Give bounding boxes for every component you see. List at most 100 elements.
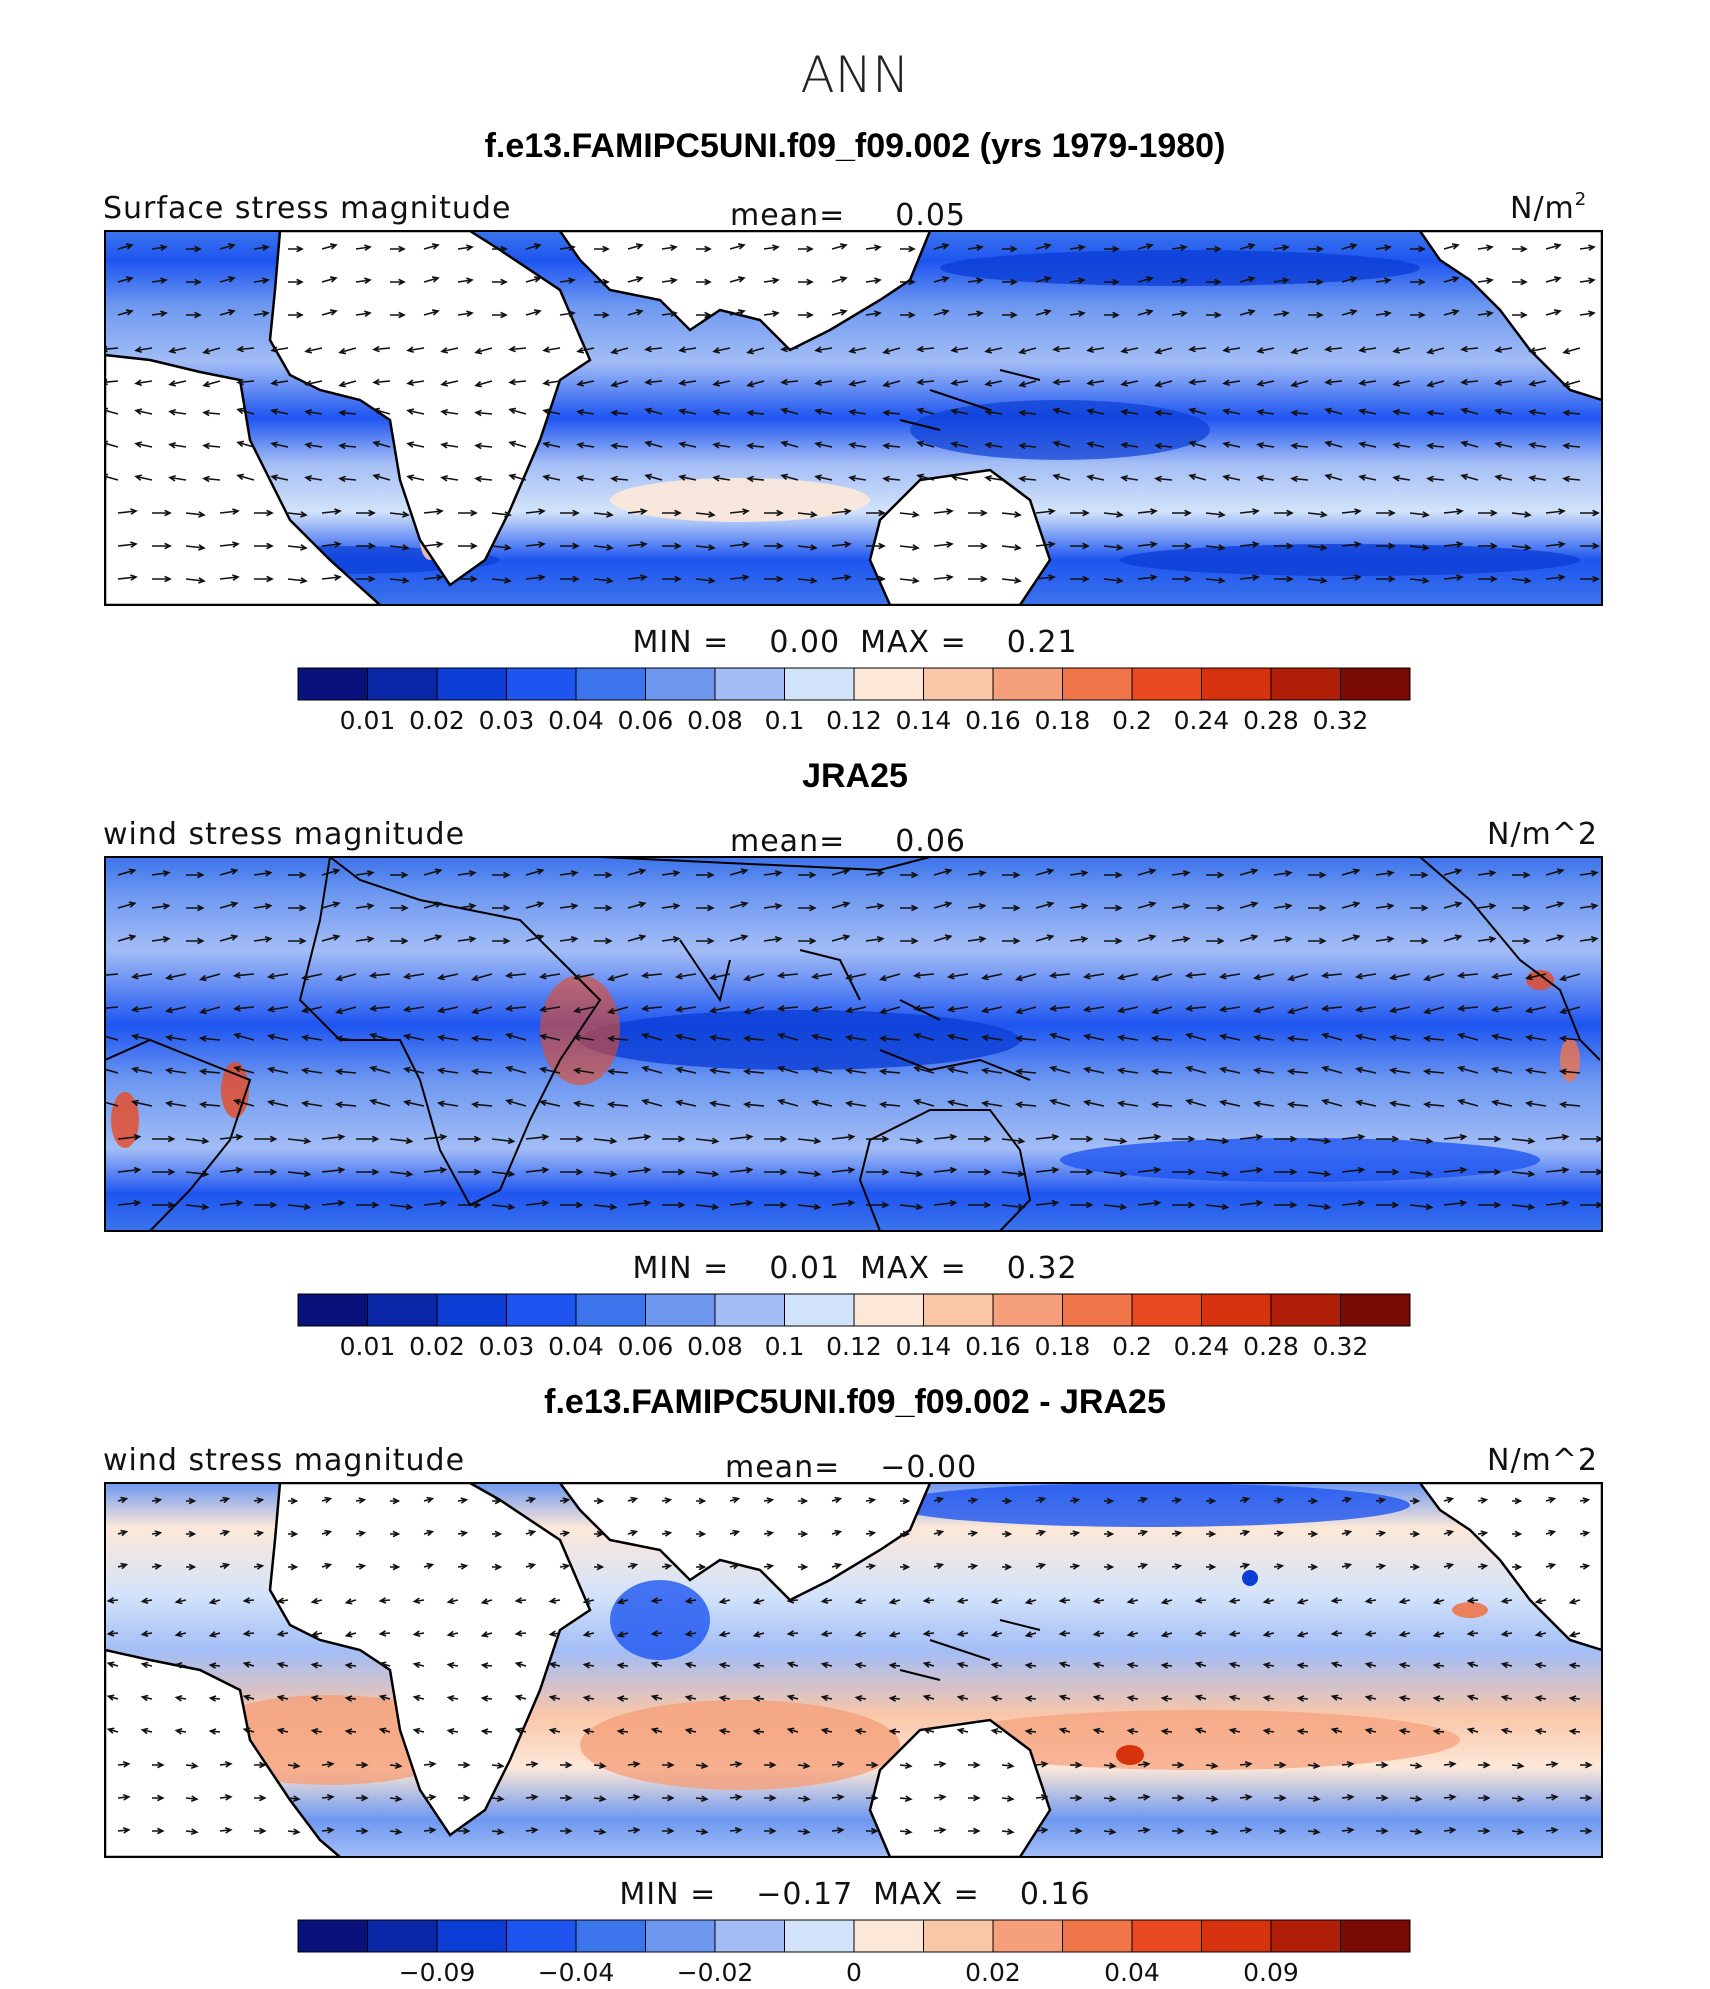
wind-stress-arrow [593, 1137, 618, 1145]
wind-stress-arrow [984, 408, 1003, 416]
wind-stress-arrow [1477, 1563, 1489, 1570]
wind-stress-arrow [369, 1098, 391, 1107]
wind-stress-arrow [627, 1827, 641, 1834]
wind-stress-arrow [662, 1794, 675, 1802]
wind-stress-arrow [236, 345, 255, 353]
wind-stress-arrow [933, 868, 953, 876]
wind-stress-arrow [335, 973, 357, 982]
wind-stress-arrow [1364, 1694, 1377, 1702]
wind-stress-arrow [219, 1761, 233, 1768]
wind-stress-arrow [967, 936, 987, 943]
wind-stress-arrow [1206, 245, 1222, 253]
wind-stress-arrow [219, 276, 236, 283]
vector-field-observations [105, 868, 1602, 1211]
wind-stress-arrow [899, 1795, 913, 1802]
mean-label: mean= 0.06 [730, 824, 966, 859]
wind-stress-arrow [1409, 577, 1430, 584]
colorbar-tick-label: 0.02 [409, 706, 465, 735]
colorbar-tick-label: 0.02 [965, 1958, 1021, 1987]
colorbar-swatch [645, 1293, 716, 1327]
wind-stress-arrow [899, 577, 920, 584]
wind-stress-arrow [695, 1203, 720, 1211]
wind-stress-arrow [797, 1762, 811, 1769]
wind-stress-arrow [1002, 937, 1021, 945]
wind-stress-arrow [219, 934, 239, 942]
wind-stress-arrow [729, 868, 749, 876]
wind-stress-arrow [470, 1035, 493, 1042]
wind-stress-arrow [538, 972, 561, 980]
wind-stress-arrow [1070, 509, 1090, 517]
colorbar-swatch [575, 1919, 646, 1953]
wind-stress-arrow [1069, 244, 1086, 252]
wind-stress-arrow [1172, 509, 1192, 517]
wind-stress-arrow [440, 408, 459, 416]
wind-stress-arrow [967, 903, 987, 910]
wind-stress-arrow [1330, 1661, 1343, 1668]
wind-stress-arrow [576, 474, 595, 482]
wind-stress-arrow [831, 309, 848, 316]
wind-stress-arrow [1218, 972, 1241, 980]
wind-stress-arrow [1398, 1661, 1411, 1669]
wind-stress-arrow [1035, 1761, 1049, 1768]
wind-stress-arrow [1194, 1630, 1207, 1637]
wind-stress-arrow [1512, 1497, 1523, 1505]
wind-stress-arrow [1273, 277, 1290, 285]
wind-stress-arrow [947, 1066, 969, 1074]
wind-stress-arrow [798, 311, 814, 319]
wind-stress-arrow [1545, 1529, 1557, 1537]
wind-stress-arrow [777, 1032, 799, 1041]
wind-stress-arrow [423, 934, 443, 942]
wind-stress-arrow [695, 1170, 720, 1178]
colorbar-tick-label: 0.28 [1243, 706, 1299, 735]
wind-stress-arrow [1252, 1034, 1275, 1042]
wind-stress-arrow [1443, 1496, 1455, 1504]
wind-stress-arrow [582, 1597, 595, 1605]
wind-stress-arrow [390, 278, 406, 286]
wind-stress-arrow [1160, 1662, 1173, 1669]
wind-stress-arrow [695, 1762, 709, 1769]
wind-stress-arrow [458, 542, 478, 550]
wind-stress-arrow [763, 903, 783, 910]
wind-stress-arrow [1171, 903, 1191, 910]
wind-stress-arrow [984, 347, 1003, 354]
colorbar-swatch [575, 667, 646, 701]
wind-stress-arrow [695, 1828, 709, 1835]
wind-stress-arrow [1104, 1530, 1115, 1538]
colorbar-swatch [645, 667, 716, 701]
wind-stress-arrow [560, 1201, 584, 1209]
wind-stress-arrow [321, 868, 341, 876]
wind-stress-arrow [276, 1597, 289, 1605]
wind-stress-arrow [1262, 1727, 1275, 1735]
wind-stress-arrow [423, 1496, 435, 1504]
wind-stress-arrow [1002, 278, 1018, 286]
wind-stress-arrow [1477, 903, 1497, 910]
wind-stress-arrow [457, 244, 474, 252]
wind-stress-arrow [866, 1168, 890, 1176]
wind-stress-arrow [854, 1727, 867, 1735]
wind-stress-arrow [956, 1597, 969, 1605]
wind-stress-arrow [1409, 544, 1430, 551]
wind-stress-arrow [1286, 1101, 1309, 1108]
wind-stress-arrow [525, 1827, 539, 1834]
wind-stress-arrow [106, 1727, 119, 1734]
wind-stress-arrow [593, 511, 614, 518]
mean-value: 0.06 [895, 824, 966, 859]
colorbar: 0.01 0.02 0.03 0.04 0.06 0.08 0.1 0.12 0.14 0.16 0… [297, 667, 1411, 735]
wind-stress-arrow [338, 442, 357, 450]
wind-stress-arrow [1137, 1199, 1162, 1207]
wind-stress-arrow [1500, 1727, 1513, 1735]
wind-stress-arrow [865, 1563, 877, 1570]
wind-stress-arrow [844, 1034, 867, 1042]
wind-stress-arrow [1545, 1827, 1559, 1834]
colorbar-swatch [992, 667, 1063, 701]
wind-stress-arrow [708, 1034, 731, 1042]
wind-stress-arrow [922, 1727, 935, 1734]
wind-stress-arrow [878, 1035, 901, 1042]
wind-stress-arrow [1035, 1166, 1060, 1174]
wind-stress-arrow [355, 1530, 367, 1537]
wind-stress-arrow [1206, 311, 1222, 319]
wind-stress-arrow [270, 346, 289, 354]
colorbar-swatch [853, 667, 924, 701]
wind-stress-arrow [573, 1006, 595, 1014]
wind-stress-arrow [1524, 1067, 1547, 1075]
